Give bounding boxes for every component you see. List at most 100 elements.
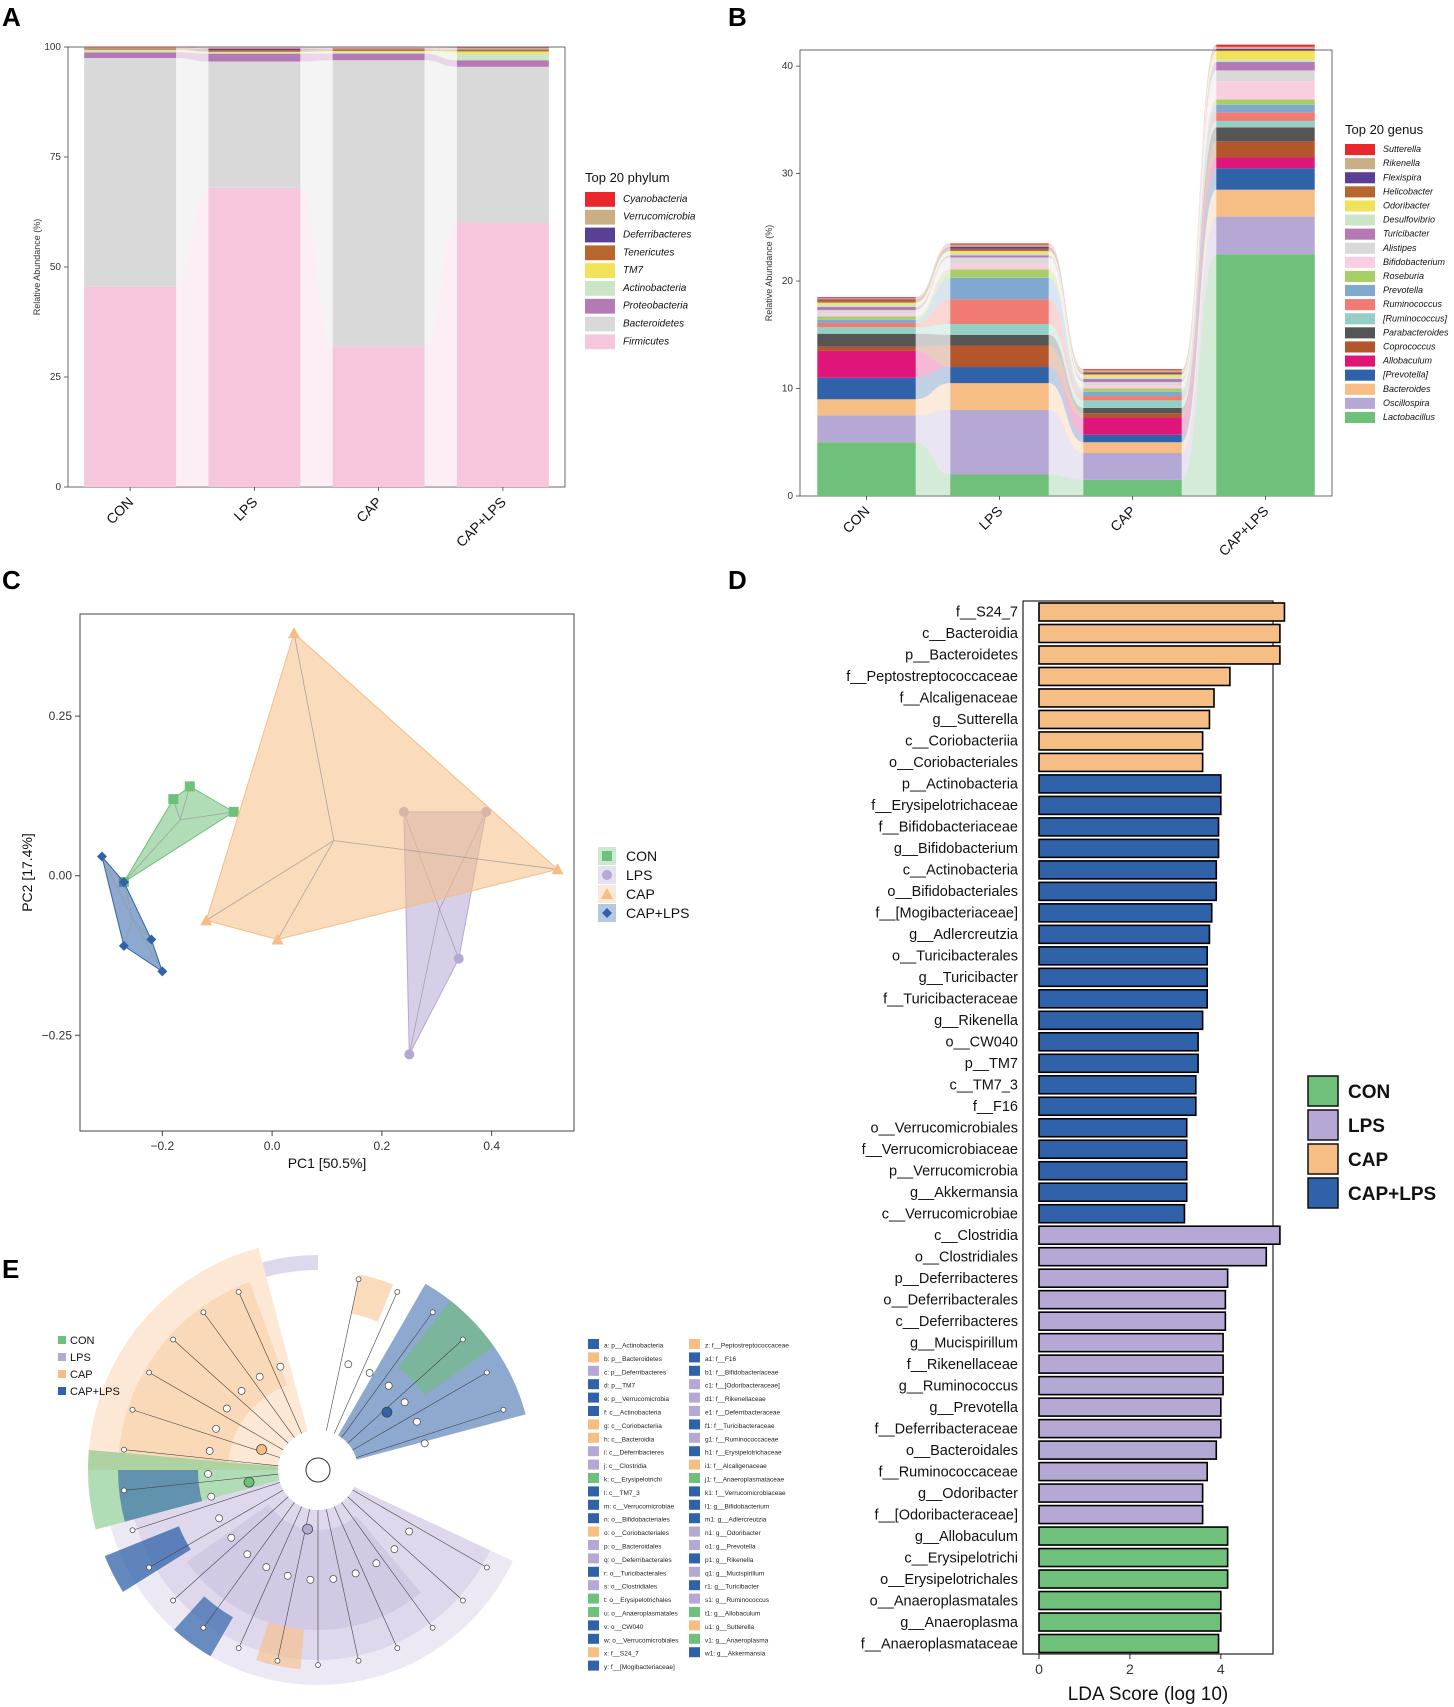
flow-Cyanobacteria [424,47,457,49]
legend-swatch [1307,1143,1339,1175]
legend-label: Rikenella [1383,158,1420,168]
leaf-node [394,1645,401,1651]
key-swatch [588,1647,599,1658]
lda-taxon-label: o__Verrucomicrobiales [871,1121,1019,1137]
bar-Bacteroidetes-CAP [332,60,425,347]
lda-taxon-label: o__Coriobacteriales [889,755,1018,771]
legend-label: Proteobacteria [623,301,688,312]
legend-swatch [1345,228,1375,240]
spider-line [101,856,134,920]
flow-Ruminococcus [1048,299,1084,401]
lda-bar [1038,881,1218,902]
branch [352,1372,488,1451]
bar-Odoribacter-CON [817,302,916,305]
y-tick-label: 40 [782,61,794,72]
taxa-key-item: m1: g__Adlercreutzia [705,1517,767,1524]
key-swatch [689,1593,700,1604]
flow-Sutterella [1181,44,1217,371]
taxa-key-item: n1: g__Odoribacter [705,1530,761,1537]
clade-caplps-a [118,1470,203,1522]
bar-Prevotella-LPS [950,277,1049,300]
legend-swatch [1345,200,1375,212]
flow-[Ruminococcus] [1181,120,1217,408]
x-tick-label: 4 [1217,1661,1225,1677]
lda-taxon-label: g__Allobaculum [915,1529,1018,1545]
inner-node [400,1398,409,1407]
inner-node [237,1387,246,1395]
taxa-key-item: l1: g__Bifidobacterium [705,1503,769,1510]
y-axis-label: Relative Abundance (%) [32,219,42,316]
legend-title: Top 20 genus [1345,122,1424,137]
bar-Ruminococcus-CAP+LPS [1216,112,1315,121]
lda-bar [1038,1139,1188,1160]
bar-Odoribacter-CAP [1083,374,1182,377]
lda-taxon-label: c__Bacteroidia [922,626,1019,642]
flow-Parabacteroides [1048,334,1084,414]
branch [347,1339,464,1444]
x-tick-label: CAP+LPS [1215,503,1271,559]
bar-Alistipes-CAP [1083,382,1182,386]
legend-label: Tenericutes [623,247,674,258]
bar-Prevotella-CON [817,319,916,323]
leaf-node [429,1624,436,1631]
key-swatch [689,1633,700,1644]
x-tick-label: 0 [1035,1661,1043,1677]
flow-Odoribacter [915,250,951,305]
flow-Tenericutes [300,49,333,52]
legend-label: Roseburia [1383,271,1424,281]
bar-Alistipes-CON [817,310,916,314]
legend-label: Sutterella [1383,144,1421,154]
legend-swatch [1345,158,1375,170]
taxa-key-item: u1: g__Sutterella [705,1624,755,1631]
lda-bar [1038,1633,1220,1654]
leaf-node [429,1309,436,1316]
lda-taxon-label: c__Clostridia [934,1228,1019,1244]
taxa-key-item: a: p__Actinobacteria [604,1343,664,1350]
flow-Roseburia [915,269,951,320]
taxa-key-item: l: c__TM7_3 [604,1490,640,1497]
branch [148,1372,284,1451]
bar-Sutterella-CON [817,297,916,299]
legend-marker [602,870,612,880]
legend-label: Ruminococcus [1383,299,1443,309]
inner-node [276,1362,285,1371]
flow-Turicibacter [915,255,951,311]
root-node [305,1457,331,1483]
key-swatch [588,1499,599,1510]
flow-Oscillospira [1181,216,1217,480]
bar-Proteobacteria-CAP [332,53,425,61]
y-tick-label: 0 [55,482,61,493]
taxa-key-item: d1: f__Rikenellaceae [705,1396,766,1403]
bar-Allobaculum-CAP+LPS [1216,157,1315,169]
lda-taxon-label: g__Mucispirillum [910,1335,1018,1351]
leaf-node [146,1369,152,1376]
legend-label: Verrucomicrobia [623,212,696,223]
bar-Coprococcus-CAP+LPS [1216,141,1315,158]
taxa-key-item: h1: f__Erysipelotrichaceae [705,1450,782,1457]
lda-bar [1038,774,1222,794]
spider-line [132,918,163,972]
bar-Bifidobacterium-CON [817,313,916,317]
biomarker-node [256,1444,268,1455]
lda-bar [1038,1182,1188,1203]
taxa-key-item: t1: g__Allobaculum [705,1611,760,1618]
inner-node [262,1563,271,1571]
lda-bar [1038,838,1220,859]
flow-[Prevotella] [1048,367,1084,443]
lda-taxon-label: f__Anaeroplasmataceae [861,1636,1018,1652]
legend-label: Deferribacteres [623,230,691,241]
point-LPS [453,953,464,964]
flow-Deferribacteres [424,49,457,51]
lda-bar [1038,731,1204,751]
lda-taxon-label: p__Bacteroidetes [905,648,1018,664]
key-swatch [588,1406,599,1416]
legend-swatch [1307,1177,1339,1209]
legend-swatch [585,245,615,261]
lda-bar [1038,1483,1204,1503]
lda-taxon-label: f__S24_7 [956,605,1018,621]
point-CAP+LPS [96,851,107,862]
lda-taxon-label: o__Bacteroidales [906,1443,1018,1459]
bar-Oscillospira-LPS [950,410,1049,475]
key-swatch [689,1432,700,1443]
taxa-key-item: f1: f__Turicibacteraceae [705,1423,775,1430]
